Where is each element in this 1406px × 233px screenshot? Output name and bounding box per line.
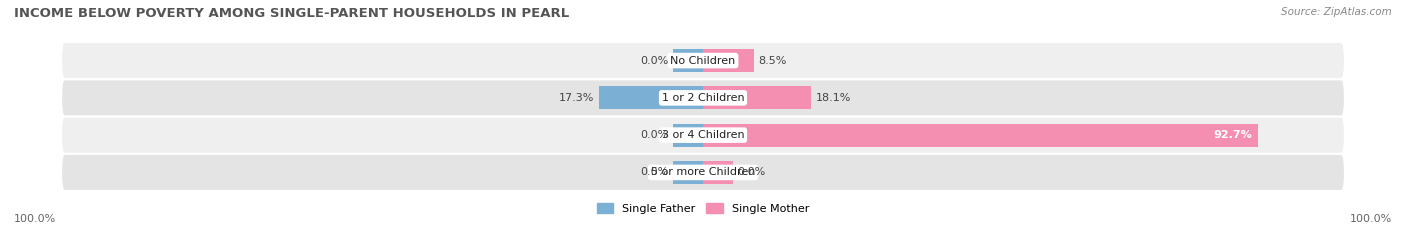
Text: 0.0%: 0.0% (640, 56, 668, 65)
Text: 17.3%: 17.3% (560, 93, 595, 103)
Bar (673, 123, 703, 147)
Text: Source: ZipAtlas.com: Source: ZipAtlas.com (1281, 7, 1392, 17)
Bar (673, 161, 703, 184)
FancyBboxPatch shape (62, 118, 1344, 153)
Bar (703, 161, 733, 184)
Bar (599, 86, 703, 110)
Bar (703, 49, 754, 72)
Text: 0.0%: 0.0% (640, 130, 668, 140)
Text: 100.0%: 100.0% (14, 214, 56, 224)
Text: 0.0%: 0.0% (640, 168, 668, 177)
Text: 8.5%: 8.5% (759, 56, 787, 65)
FancyBboxPatch shape (62, 80, 1344, 115)
Text: 3 or 4 Children: 3 or 4 Children (662, 130, 744, 140)
Text: 0.0%: 0.0% (738, 168, 766, 177)
Text: 100.0%: 100.0% (1350, 214, 1392, 224)
Text: No Children: No Children (671, 56, 735, 65)
Legend: Single Father, Single Mother: Single Father, Single Mother (592, 199, 814, 218)
Bar (673, 49, 703, 72)
Bar (703, 86, 811, 110)
Text: 5 or more Children: 5 or more Children (651, 168, 755, 177)
Bar (703, 123, 1258, 147)
FancyBboxPatch shape (62, 43, 1344, 78)
Text: 1 or 2 Children: 1 or 2 Children (662, 93, 744, 103)
Text: INCOME BELOW POVERTY AMONG SINGLE-PARENT HOUSEHOLDS IN PEARL: INCOME BELOW POVERTY AMONG SINGLE-PARENT… (14, 7, 569, 20)
Text: 92.7%: 92.7% (1213, 130, 1253, 140)
FancyBboxPatch shape (62, 155, 1344, 190)
Text: 18.1%: 18.1% (815, 93, 852, 103)
